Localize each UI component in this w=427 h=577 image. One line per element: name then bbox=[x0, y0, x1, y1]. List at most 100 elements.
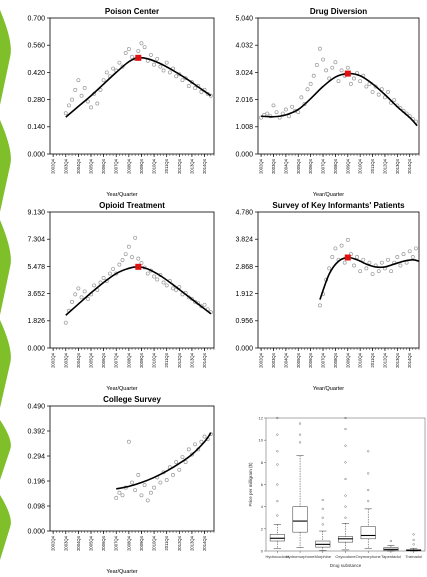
data-point bbox=[174, 287, 179, 292]
data-point bbox=[136, 49, 141, 53]
data-point bbox=[389, 269, 394, 274]
chart-title: Opioid Treatment bbox=[99, 201, 165, 210]
data-point bbox=[158, 480, 163, 485]
data-point bbox=[73, 292, 78, 297]
data-point bbox=[259, 115, 264, 120]
data-point bbox=[158, 64, 163, 69]
data-point bbox=[352, 263, 356, 268]
data-point bbox=[395, 255, 400, 259]
x-tick-label: 2002Q4 bbox=[51, 535, 56, 551]
box-outlier bbox=[344, 516, 347, 519]
y-tick-label: 2 bbox=[261, 526, 264, 531]
x-tick-label: 2006Q4 bbox=[101, 535, 106, 551]
data-point bbox=[355, 255, 360, 259]
data-point bbox=[136, 256, 141, 261]
box-outlier bbox=[344, 444, 347, 447]
x-axis-label: Year/Quarter bbox=[106, 386, 137, 392]
plot-frame bbox=[49, 405, 215, 532]
data-point bbox=[123, 51, 128, 55]
data-point bbox=[123, 252, 128, 257]
y-tick-label: 0.700 bbox=[27, 15, 45, 22]
y-tick-label: 0.280 bbox=[27, 97, 45, 104]
y-tick-label: 0.000 bbox=[27, 528, 45, 535]
chart-price-boxplot: 0 2 4 6 8 10 12 Price per milligram ($) Hydrocod… bbox=[248, 416, 426, 568]
x-tick-label: 2014Q4 bbox=[202, 158, 207, 174]
left-bar-segment bbox=[0, 120, 11, 212]
data-point bbox=[305, 87, 310, 92]
data-point bbox=[345, 237, 350, 242]
y-tick-label: 2.016 bbox=[235, 97, 253, 104]
box-hydromorphone bbox=[292, 422, 308, 548]
y-tick-label: 0.196 bbox=[27, 478, 45, 485]
data-point bbox=[271, 103, 276, 108]
box-outlier bbox=[298, 433, 302, 436]
y-tick-label: 6 bbox=[261, 482, 264, 487]
box-hydrocodone bbox=[269, 416, 285, 550]
peak-marker bbox=[135, 263, 142, 270]
data-point bbox=[193, 442, 198, 447]
data-point bbox=[174, 460, 179, 465]
data-point bbox=[73, 87, 78, 92]
x-tick-label: 2005Q4 bbox=[89, 352, 94, 368]
chart-poison-center: Poison Center 0.000 0.140 0.280 0.420 0.560 0.… bbox=[27, 7, 215, 198]
x-tick-label: 2002Q4 bbox=[51, 352, 56, 368]
x-tick-label: 2011Q4 bbox=[164, 158, 169, 173]
x-tick-label: 2014Q4 bbox=[407, 158, 412, 174]
data-point bbox=[101, 78, 106, 83]
x-tick-label: 2006Q4 bbox=[101, 352, 106, 368]
data-point bbox=[183, 460, 188, 465]
data-point bbox=[152, 274, 157, 279]
data-point bbox=[376, 269, 381, 274]
data-point bbox=[287, 114, 291, 119]
fitted-curve bbox=[65, 265, 212, 316]
data-point bbox=[177, 467, 182, 472]
data-point bbox=[373, 84, 378, 89]
chart-title: Survey of Key Informants' Patients bbox=[272, 201, 405, 210]
data-point bbox=[155, 277, 160, 282]
x-tick-label: 2006Q4 bbox=[101, 158, 106, 174]
fitted-curve bbox=[116, 432, 212, 490]
box-outlier bbox=[276, 500, 279, 503]
data-point bbox=[161, 280, 166, 285]
x-tick-label: 2011Q4 bbox=[164, 535, 169, 550]
y-tick-label: 0.000 bbox=[27, 345, 45, 352]
data-point bbox=[142, 45, 147, 50]
y-tick-label: 3.824 bbox=[235, 237, 253, 244]
fitted-curve bbox=[319, 256, 420, 300]
data-point bbox=[63, 111, 68, 116]
x-tick-label: 2012Q4 bbox=[382, 352, 387, 368]
data-point bbox=[330, 65, 335, 70]
x-tick-label: 2010Q4 bbox=[152, 352, 157, 368]
data-point bbox=[321, 57, 325, 62]
x-tick-label: Tramadol bbox=[405, 554, 422, 559]
fitted-curve bbox=[261, 72, 418, 127]
data-points bbox=[114, 432, 213, 503]
x-tick-label: Hydrocodone bbox=[265, 554, 290, 559]
x-tick-label: 2014Q4 bbox=[202, 535, 207, 551]
data-point bbox=[324, 68, 329, 73]
data-point bbox=[183, 76, 188, 81]
data-point bbox=[199, 89, 204, 94]
x-tick-label: 2014Q4 bbox=[407, 352, 412, 368]
y-tick-label: 0.560 bbox=[27, 43, 45, 50]
x-tick-label: 2010Q4 bbox=[358, 352, 363, 368]
data-point bbox=[367, 260, 372, 265]
data-point bbox=[193, 85, 198, 90]
box-outlier bbox=[367, 488, 370, 492]
x-tick-label: 2002Q4 bbox=[259, 158, 264, 174]
data-point bbox=[133, 235, 138, 240]
data-point bbox=[76, 286, 81, 291]
chart-college-survey: College Survey 0.000 0.098 0.196 0.294 0.392 0… bbox=[27, 395, 215, 575]
x-tick-label: 2002Q4 bbox=[51, 158, 56, 174]
x-tick-label: 2003Q4 bbox=[63, 158, 68, 174]
data-points bbox=[63, 41, 213, 116]
left-bar-segment bbox=[0, 220, 11, 315]
box-outlier bbox=[389, 539, 393, 543]
x-tick-label: 2006Q4 bbox=[308, 158, 313, 174]
data-points bbox=[317, 237, 418, 308]
data-point bbox=[382, 95, 387, 100]
box-outlier bbox=[367, 450, 370, 453]
data-point bbox=[386, 89, 390, 94]
box-outlier bbox=[321, 523, 324, 526]
data-point bbox=[167, 70, 172, 75]
